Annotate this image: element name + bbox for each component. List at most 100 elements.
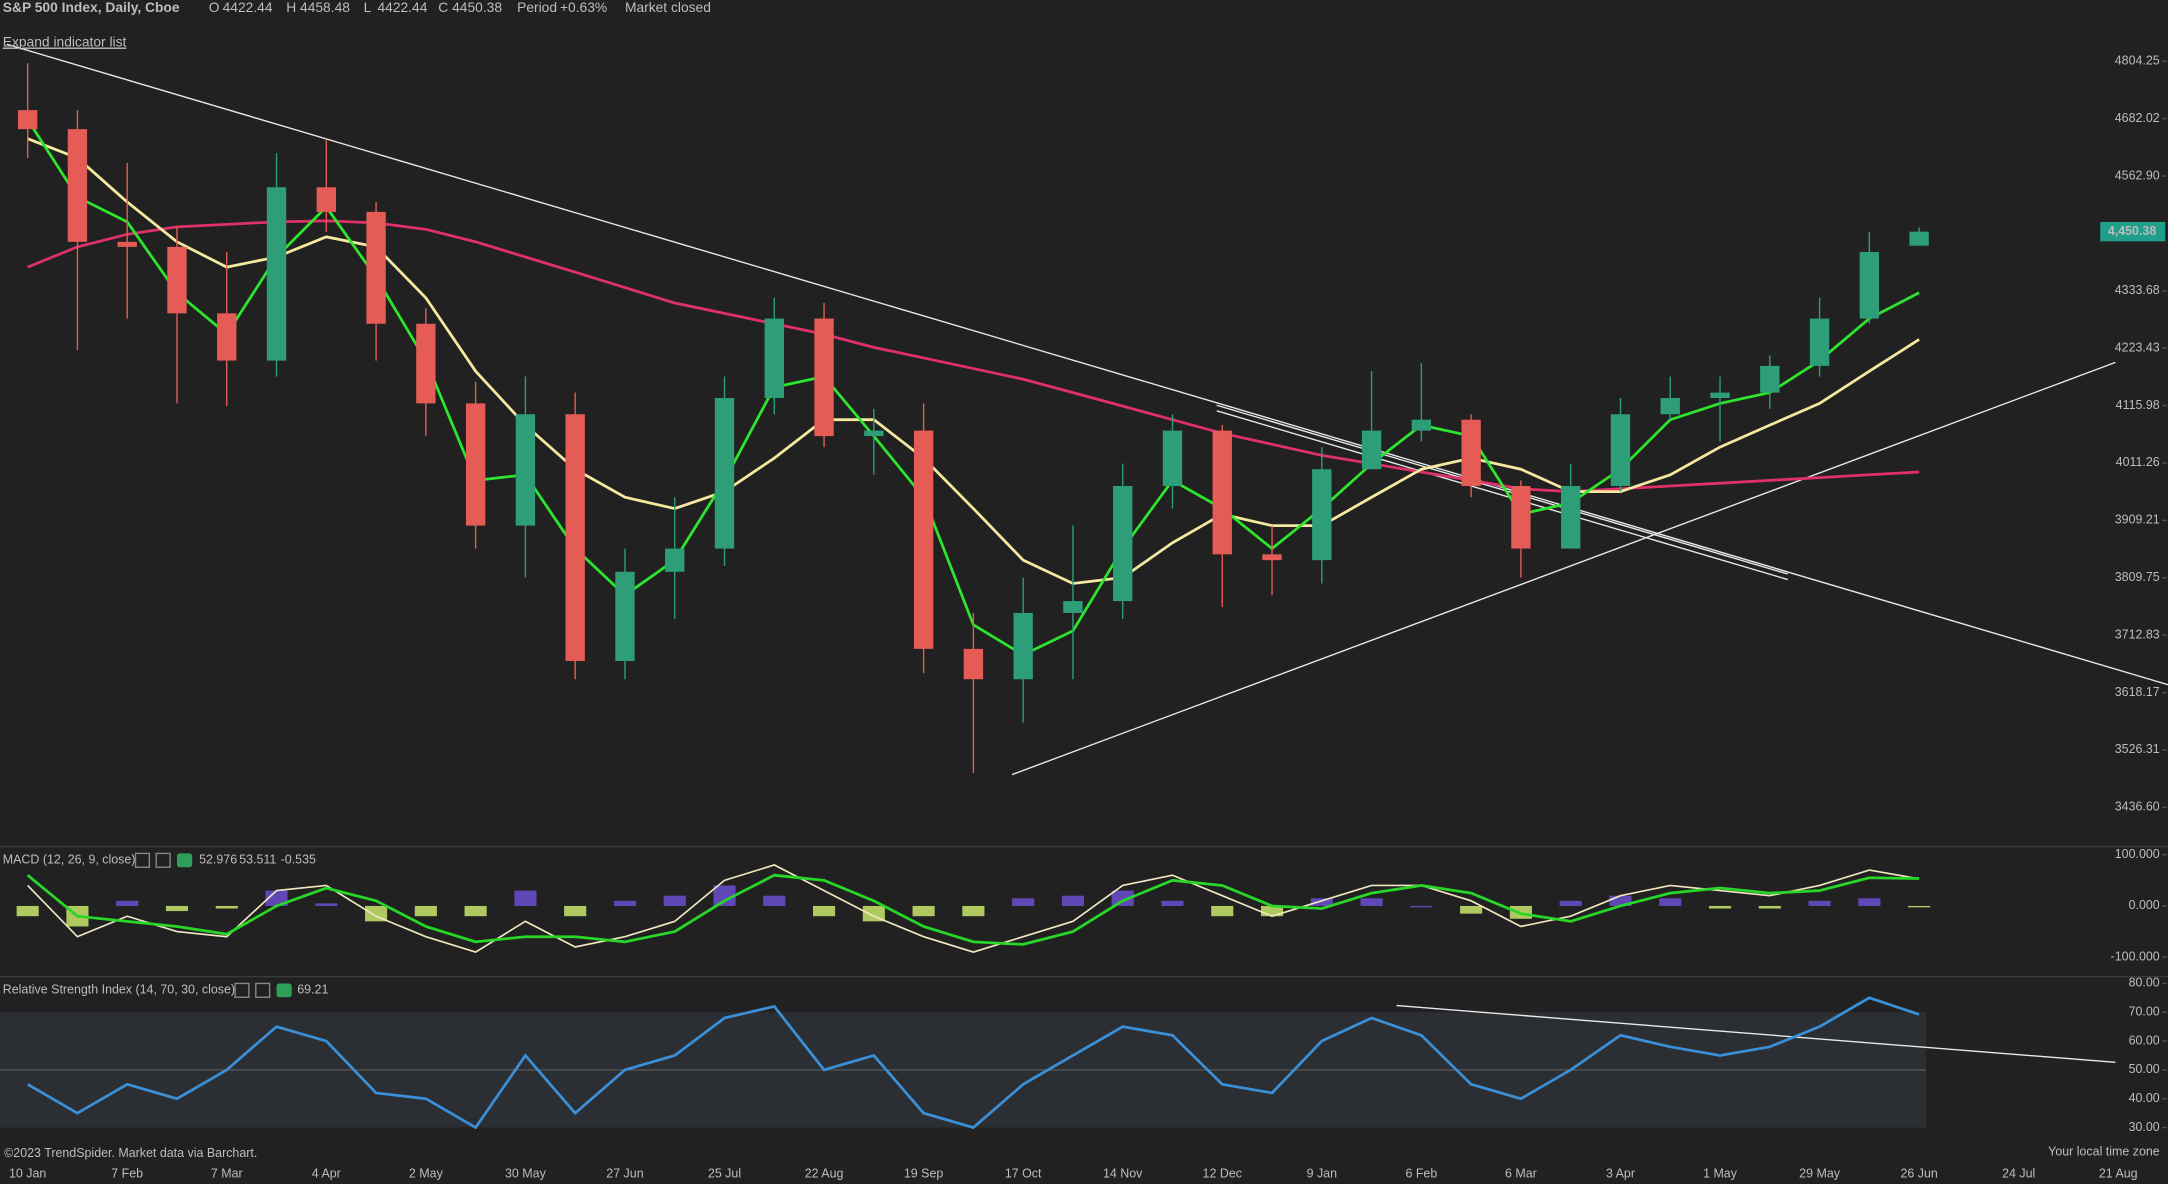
close-icon[interactable]: [234, 982, 250, 998]
macd-title: MACD (12, 26, 9, close): [3, 853, 136, 867]
bands: [0, 1012, 1927, 1128]
y-tick-label: 4223.43: [2115, 340, 2160, 354]
histogram-bar: [215, 905, 238, 909]
candle-body: [1212, 430, 1232, 555]
x-tick-label: 2 May: [409, 1167, 444, 1181]
y-tick-label: 60.00: [2129, 1033, 2160, 1047]
histogram-bar: [1758, 905, 1781, 909]
histogram-bar: [1260, 905, 1284, 917]
histogram-bar: [962, 905, 985, 917]
trendline: [1216, 410, 1788, 581]
candle-body: [515, 414, 536, 526]
price-tag: [2100, 221, 2166, 242]
o-label: O: [209, 0, 220, 15]
y-tick-label: 50.00: [2129, 1062, 2160, 1076]
y-tick-label: 40.00: [2129, 1091, 2160, 1105]
histogram-bar: [1708, 905, 1732, 909]
histogram-bar: [1808, 900, 1831, 906]
candle-body: [1262, 554, 1282, 561]
x-tick-label: 14 Nov: [1103, 1167, 1143, 1181]
histogram-bar: [1908, 905, 1931, 908]
x-tick-label: 17 Oct: [1005, 1167, 1042, 1181]
x-tick-label: 29 May: [1799, 1167, 1841, 1181]
x-tick-label: 25 Jul: [708, 1167, 741, 1181]
x-tick-label: 12 Dec: [1203, 1167, 1242, 1181]
hist-value: -0.535: [281, 853, 316, 867]
indicator-line: [27, 864, 1920, 953]
candle-body: [465, 403, 486, 526]
histogram-bar: [663, 895, 686, 906]
c-label: C: [438, 0, 448, 15]
histogram-bar: [912, 905, 935, 917]
histogram-bar: [1360, 898, 1383, 906]
x-tick-label: 6 Feb: [1405, 1167, 1437, 1181]
close-icon[interactable]: [134, 852, 151, 868]
candle-body: [1561, 485, 1581, 549]
expand-link[interactable]: Expand indicator list: [3, 34, 127, 50]
symbol: S&P 500 Index, Daily, Cboe: [3, 0, 180, 15]
menu-icon[interactable]: [155, 852, 171, 868]
y-tick-label: 4011.26: [2116, 455, 2160, 469]
x-tick-label: 10 Jan: [9, 1167, 46, 1181]
y-tick-label: 4333.68: [2115, 283, 2160, 297]
histogram-bar: [464, 905, 487, 917]
indicator-line: [26, 873, 1920, 946]
y-tick-label: 3809.75: [2115, 570, 2160, 584]
histogram-bar: [862, 905, 885, 922]
histogram-bar: [514, 890, 537, 906]
low: 4422.44: [377, 0, 427, 15]
histogram-bar: [1858, 898, 1881, 906]
histogram-bar: [165, 905, 189, 912]
x-tick-label: 24 Jul: [2002, 1167, 2035, 1181]
status: Market closed: [625, 0, 711, 15]
y-tick-label: 3526.31: [2115, 742, 2160, 756]
x-tick-label: 6 Mar: [1505, 1167, 1537, 1181]
y-tick-label: 4682.02: [2115, 111, 2160, 125]
candle-body: [1113, 485, 1133, 602]
histogram-bar: [763, 895, 786, 906]
trendline: [1216, 404, 1788, 575]
candle-body: [913, 430, 934, 649]
x-tick-label: 9 Jan: [1307, 1167, 1338, 1181]
histogram-bar: [1609, 895, 1632, 906]
y-tick-label: 3909.21: [2115, 513, 2160, 527]
candle-body: [1859, 251, 1880, 319]
histogram-bar: [713, 885, 736, 906]
y-tick-label: 4562.90: [2115, 168, 2160, 182]
indicator-line: [27, 137, 1920, 585]
candle-body: [266, 187, 287, 361]
candle-body: [117, 241, 137, 247]
candle-body: [316, 187, 336, 212]
y-tick-label: 4804.25: [2115, 54, 2160, 68]
candle-body: [17, 110, 38, 130]
footer: ©2023 TrendSpider. Market data via Barch…: [4, 1146, 257, 1160]
h-label: H: [286, 0, 296, 15]
x-tick-label: 19 Sep: [904, 1167, 943, 1181]
histogram-bar: [1559, 900, 1582, 906]
x-tick-label: 30 May: [505, 1167, 547, 1181]
y-tick-label: 3436.60: [2115, 800, 2160, 814]
open: 4422.44: [223, 0, 273, 15]
timezone: Your local time zone: [2048, 1144, 2160, 1158]
candle-body: [167, 246, 187, 314]
y-tick-label: 80.00: [2129, 976, 2160, 990]
histogram-bar: [1012, 898, 1035, 906]
histogram-bar: [613, 900, 637, 906]
candle-body: [1809, 318, 1830, 366]
candle-body: [615, 571, 635, 661]
histogram-bar: [16, 905, 39, 917]
histogram-bar: [116, 900, 139, 906]
candle-body: [1760, 365, 1780, 393]
histogram-bar: [813, 905, 836, 917]
y-tick-label: 3712.83: [2115, 627, 2160, 641]
candle-body: [1909, 231, 1929, 246]
menu-icon[interactable]: [255, 982, 271, 998]
d-badge[interactable]: [176, 853, 193, 868]
rsi-value: 69.21: [297, 983, 328, 997]
candle-body: [1063, 601, 1083, 613]
macd-value: 52.976: [199, 853, 237, 867]
trendline: [1011, 361, 2116, 776]
rsi-title: Relative Strength Index (14, 70, 30, clo…: [3, 983, 235, 997]
d-badge[interactable]: [276, 983, 292, 998]
